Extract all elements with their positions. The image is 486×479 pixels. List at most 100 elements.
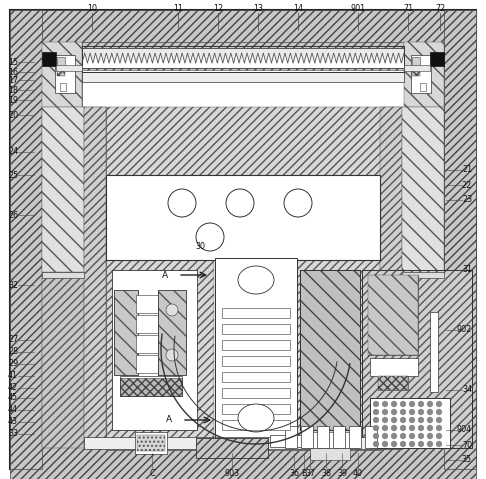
Circle shape (418, 425, 424, 431)
Text: 31: 31 (462, 265, 472, 274)
Bar (380, 107, 402, 332)
Bar (42, 107, 444, 447)
Text: 14: 14 (293, 3, 303, 12)
Bar (370, 358, 418, 376)
Circle shape (427, 417, 433, 423)
Bar (349, 426, 361, 448)
Bar (222, 372, 290, 382)
Circle shape (427, 409, 433, 415)
Circle shape (436, 417, 442, 423)
Circle shape (284, 189, 312, 217)
Bar (402, 107, 444, 272)
Bar (300, 270, 360, 430)
Text: 15: 15 (8, 57, 18, 67)
Bar (106, 260, 214, 450)
Bar (42, 42, 82, 107)
Text: A: A (162, 271, 168, 280)
Bar (362, 270, 472, 448)
Circle shape (373, 441, 379, 447)
Text: 18: 18 (8, 85, 18, 94)
Bar (137, 435, 165, 451)
Text: 35: 35 (462, 456, 472, 465)
Bar (378, 376, 408, 390)
Circle shape (400, 425, 406, 431)
Bar (420, 83, 426, 91)
Circle shape (409, 409, 415, 415)
Bar (120, 378, 182, 396)
Text: 20: 20 (8, 111, 18, 119)
Bar (365, 426, 377, 448)
Circle shape (427, 433, 433, 439)
Text: 19: 19 (8, 95, 18, 104)
Bar (135, 432, 167, 454)
Text: 17: 17 (8, 76, 18, 84)
Text: B: B (301, 468, 307, 478)
Bar (82, 48, 404, 68)
Bar (55, 55, 75, 93)
Circle shape (409, 417, 415, 423)
Circle shape (373, 409, 379, 415)
Bar (430, 52, 444, 66)
Text: 22: 22 (462, 181, 472, 190)
Circle shape (427, 425, 433, 431)
Bar (222, 324, 290, 334)
Bar (368, 275, 418, 355)
Bar (317, 426, 329, 448)
Circle shape (391, 401, 397, 407)
Text: 33: 33 (8, 430, 18, 438)
Bar (42, 52, 56, 66)
Circle shape (436, 441, 442, 447)
Bar (106, 260, 380, 450)
Text: C: C (149, 468, 155, 478)
Circle shape (373, 401, 379, 407)
Text: 902: 902 (457, 326, 472, 334)
Bar (368, 275, 418, 355)
Circle shape (391, 409, 397, 415)
Bar (378, 376, 408, 390)
Bar (42, 107, 84, 272)
Bar (114, 290, 138, 375)
Circle shape (373, 433, 379, 439)
Circle shape (436, 409, 442, 415)
Bar (270, 435, 338, 447)
Bar (84, 107, 106, 447)
Bar (402, 107, 444, 272)
Bar (196, 438, 268, 458)
Bar (42, 278, 84, 448)
Circle shape (382, 409, 388, 415)
Bar (56, 65, 82, 71)
Circle shape (436, 401, 442, 407)
Bar (404, 42, 444, 107)
Circle shape (168, 189, 196, 217)
Bar (222, 340, 290, 350)
Text: 13: 13 (253, 3, 263, 12)
Circle shape (400, 401, 406, 407)
Bar (301, 426, 313, 448)
Bar (215, 258, 297, 440)
Bar (84, 437, 402, 449)
Text: 32: 32 (8, 281, 18, 289)
Circle shape (418, 441, 424, 447)
Bar (120, 376, 182, 396)
Bar (222, 420, 290, 430)
Bar (196, 438, 268, 458)
Circle shape (427, 441, 433, 447)
Circle shape (226, 189, 254, 217)
Bar (333, 426, 345, 448)
Bar (302, 432, 358, 448)
Circle shape (409, 401, 415, 407)
Bar (362, 270, 472, 448)
Bar (136, 335, 158, 353)
Circle shape (391, 417, 397, 423)
Text: 41: 41 (8, 372, 18, 380)
Circle shape (409, 441, 415, 447)
Circle shape (400, 441, 406, 447)
Text: 11: 11 (173, 3, 183, 12)
Circle shape (418, 433, 424, 439)
Circle shape (409, 425, 415, 431)
Bar (222, 356, 290, 366)
Bar (114, 290, 138, 375)
Bar (411, 55, 431, 93)
Text: 26: 26 (8, 210, 18, 219)
Text: 40: 40 (353, 468, 363, 478)
